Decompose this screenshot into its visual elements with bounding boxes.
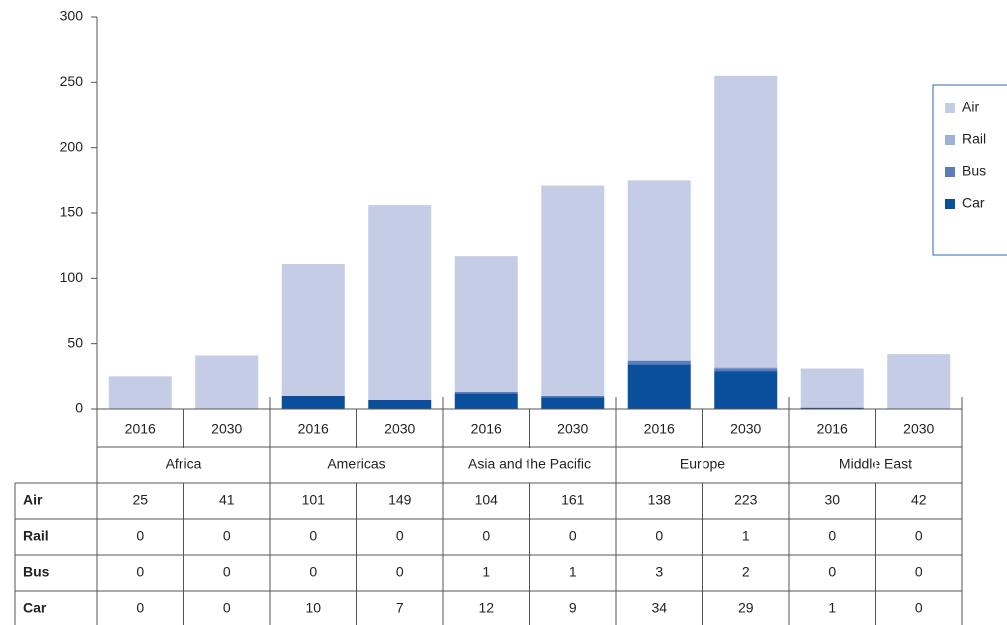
table-value: 1 xyxy=(742,528,750,544)
bar-segment xyxy=(800,368,864,408)
legend-swatch xyxy=(945,199,955,209)
x-tick-label: 2030 xyxy=(730,421,761,437)
table-value: 161 xyxy=(561,492,585,508)
bar-segment xyxy=(541,397,605,409)
table-value: 0 xyxy=(915,564,923,580)
x-tick-label: 2030 xyxy=(903,421,934,437)
legend-box xyxy=(932,84,1007,256)
bar-segment xyxy=(714,368,778,372)
table-value: 0 xyxy=(396,528,404,544)
table-value: 0 xyxy=(223,564,231,580)
table-value: 0 xyxy=(136,528,144,544)
table-value: 12 xyxy=(478,600,494,616)
table-cover xyxy=(355,448,358,483)
table-value: 29 xyxy=(738,600,754,616)
legend-label: Air xyxy=(962,99,979,115)
table-value: 34 xyxy=(651,600,667,616)
legend-label: Bus xyxy=(962,163,986,179)
table-value: 1 xyxy=(828,600,836,616)
bar-segment xyxy=(627,364,691,409)
x-tick-label: 2016 xyxy=(644,421,675,437)
bar-segment xyxy=(195,355,259,409)
table-value: 1 xyxy=(482,564,490,580)
table-value: 10 xyxy=(305,600,321,616)
legend-label: Rail xyxy=(962,131,986,147)
bar-segment xyxy=(454,392,518,394)
table-value: 138 xyxy=(648,492,672,508)
bar-segment xyxy=(800,407,864,409)
bar-segment xyxy=(541,395,605,398)
x-tick-label: 2030 xyxy=(557,421,588,437)
x-tick-label: 2016 xyxy=(125,421,156,437)
table-value: 223 xyxy=(734,492,758,508)
bar-segment xyxy=(714,367,778,369)
table-value: 0 xyxy=(828,564,836,580)
y-tick-label: 250 xyxy=(60,73,84,89)
table-value: 149 xyxy=(388,492,412,508)
x-tick-label: 2016 xyxy=(471,421,502,437)
x-tick-label: 2016 xyxy=(817,421,848,437)
table-value: 0 xyxy=(482,528,490,544)
bar-segment xyxy=(281,263,345,396)
bar-segment xyxy=(627,360,691,365)
table-value: 1 xyxy=(569,564,577,580)
row-label: Car xyxy=(23,600,47,616)
table-value: 25 xyxy=(132,492,148,508)
y-tick-label: 50 xyxy=(67,334,83,350)
bar-segment xyxy=(714,75,778,368)
bar-segment xyxy=(887,354,951,409)
table-cover xyxy=(182,448,185,483)
table-value: 0 xyxy=(136,600,144,616)
table-value: 0 xyxy=(396,564,404,580)
table-value: 0 xyxy=(136,564,144,580)
table-value: 0 xyxy=(655,528,663,544)
table-value: 0 xyxy=(309,564,317,580)
legend-swatch xyxy=(945,135,955,145)
bar-segment xyxy=(454,256,518,393)
bar-segment xyxy=(368,205,432,400)
table-value: 0 xyxy=(223,600,231,616)
table-value: 0 xyxy=(569,528,577,544)
bar-segment xyxy=(454,393,518,409)
bar-segment xyxy=(368,399,432,409)
bar-segment xyxy=(541,185,605,396)
table-value: 9 xyxy=(569,600,577,616)
bar-segment xyxy=(627,180,691,361)
table-cover xyxy=(528,448,531,483)
table-value: 7 xyxy=(396,600,404,616)
table-value: 41 xyxy=(219,492,235,508)
y-tick-label: 200 xyxy=(60,138,84,154)
table-value: 0 xyxy=(915,528,923,544)
y-tick-label: 0 xyxy=(75,400,83,416)
bar-segment xyxy=(281,395,345,409)
table-cover xyxy=(701,448,704,483)
table-value: 0 xyxy=(828,528,836,544)
table-value: 104 xyxy=(475,492,499,508)
bar-segment xyxy=(108,376,172,409)
row-label: Air xyxy=(23,492,43,508)
table-value: 42 xyxy=(911,492,927,508)
row-label: Rail xyxy=(23,528,49,544)
row-label: Bus xyxy=(23,564,50,580)
table-cover xyxy=(874,448,877,483)
y-tick-label: 150 xyxy=(60,204,84,220)
table-value: 0 xyxy=(915,600,923,616)
y-tick-label: 300 xyxy=(60,8,84,24)
y-tick-label: 100 xyxy=(60,269,84,285)
legend-swatch xyxy=(945,167,955,177)
bar-segment xyxy=(714,371,778,409)
legend-label: Car xyxy=(962,195,985,211)
table-value: 30 xyxy=(824,492,840,508)
table-value: 2 xyxy=(742,564,750,580)
x-tick-label: 2016 xyxy=(298,421,329,437)
x-tick-label: 2030 xyxy=(211,421,242,437)
table-value: 0 xyxy=(309,528,317,544)
legend-swatch xyxy=(945,103,955,113)
table-value: 101 xyxy=(302,492,326,508)
table-value: 3 xyxy=(655,564,663,580)
x-tick-label: 2030 xyxy=(384,421,415,437)
table-value: 0 xyxy=(223,528,231,544)
